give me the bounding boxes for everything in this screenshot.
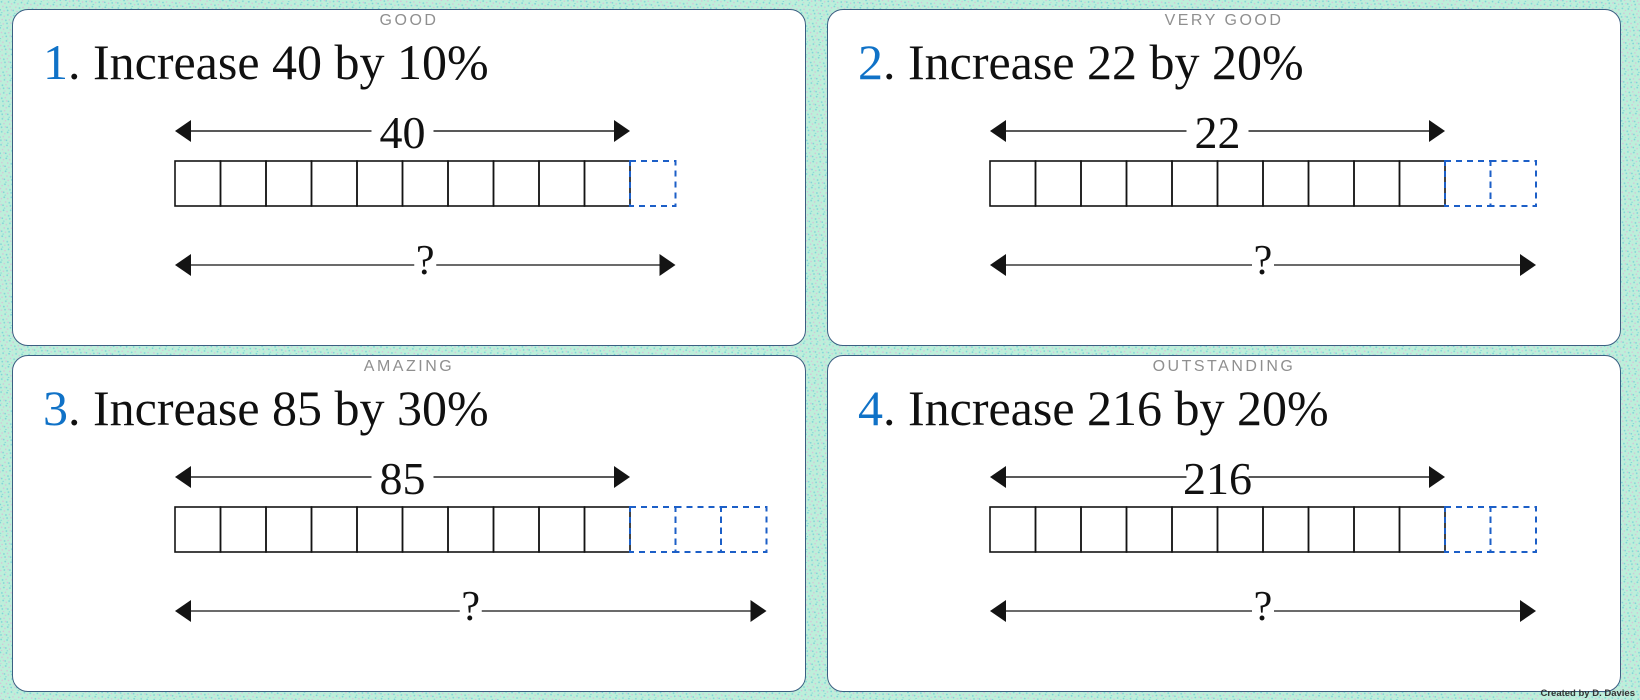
svg-text:85: 85	[380, 453, 426, 504]
svg-text:216: 216	[1183, 453, 1252, 504]
svg-text:?: ?	[416, 238, 435, 284]
svg-text:?: ?	[1254, 584, 1273, 630]
svg-text:?: ?	[461, 584, 480, 630]
svg-text:22: 22	[1195, 107, 1241, 158]
svg-text:40: 40	[380, 107, 426, 158]
svg-text:?: ?	[1254, 238, 1273, 284]
